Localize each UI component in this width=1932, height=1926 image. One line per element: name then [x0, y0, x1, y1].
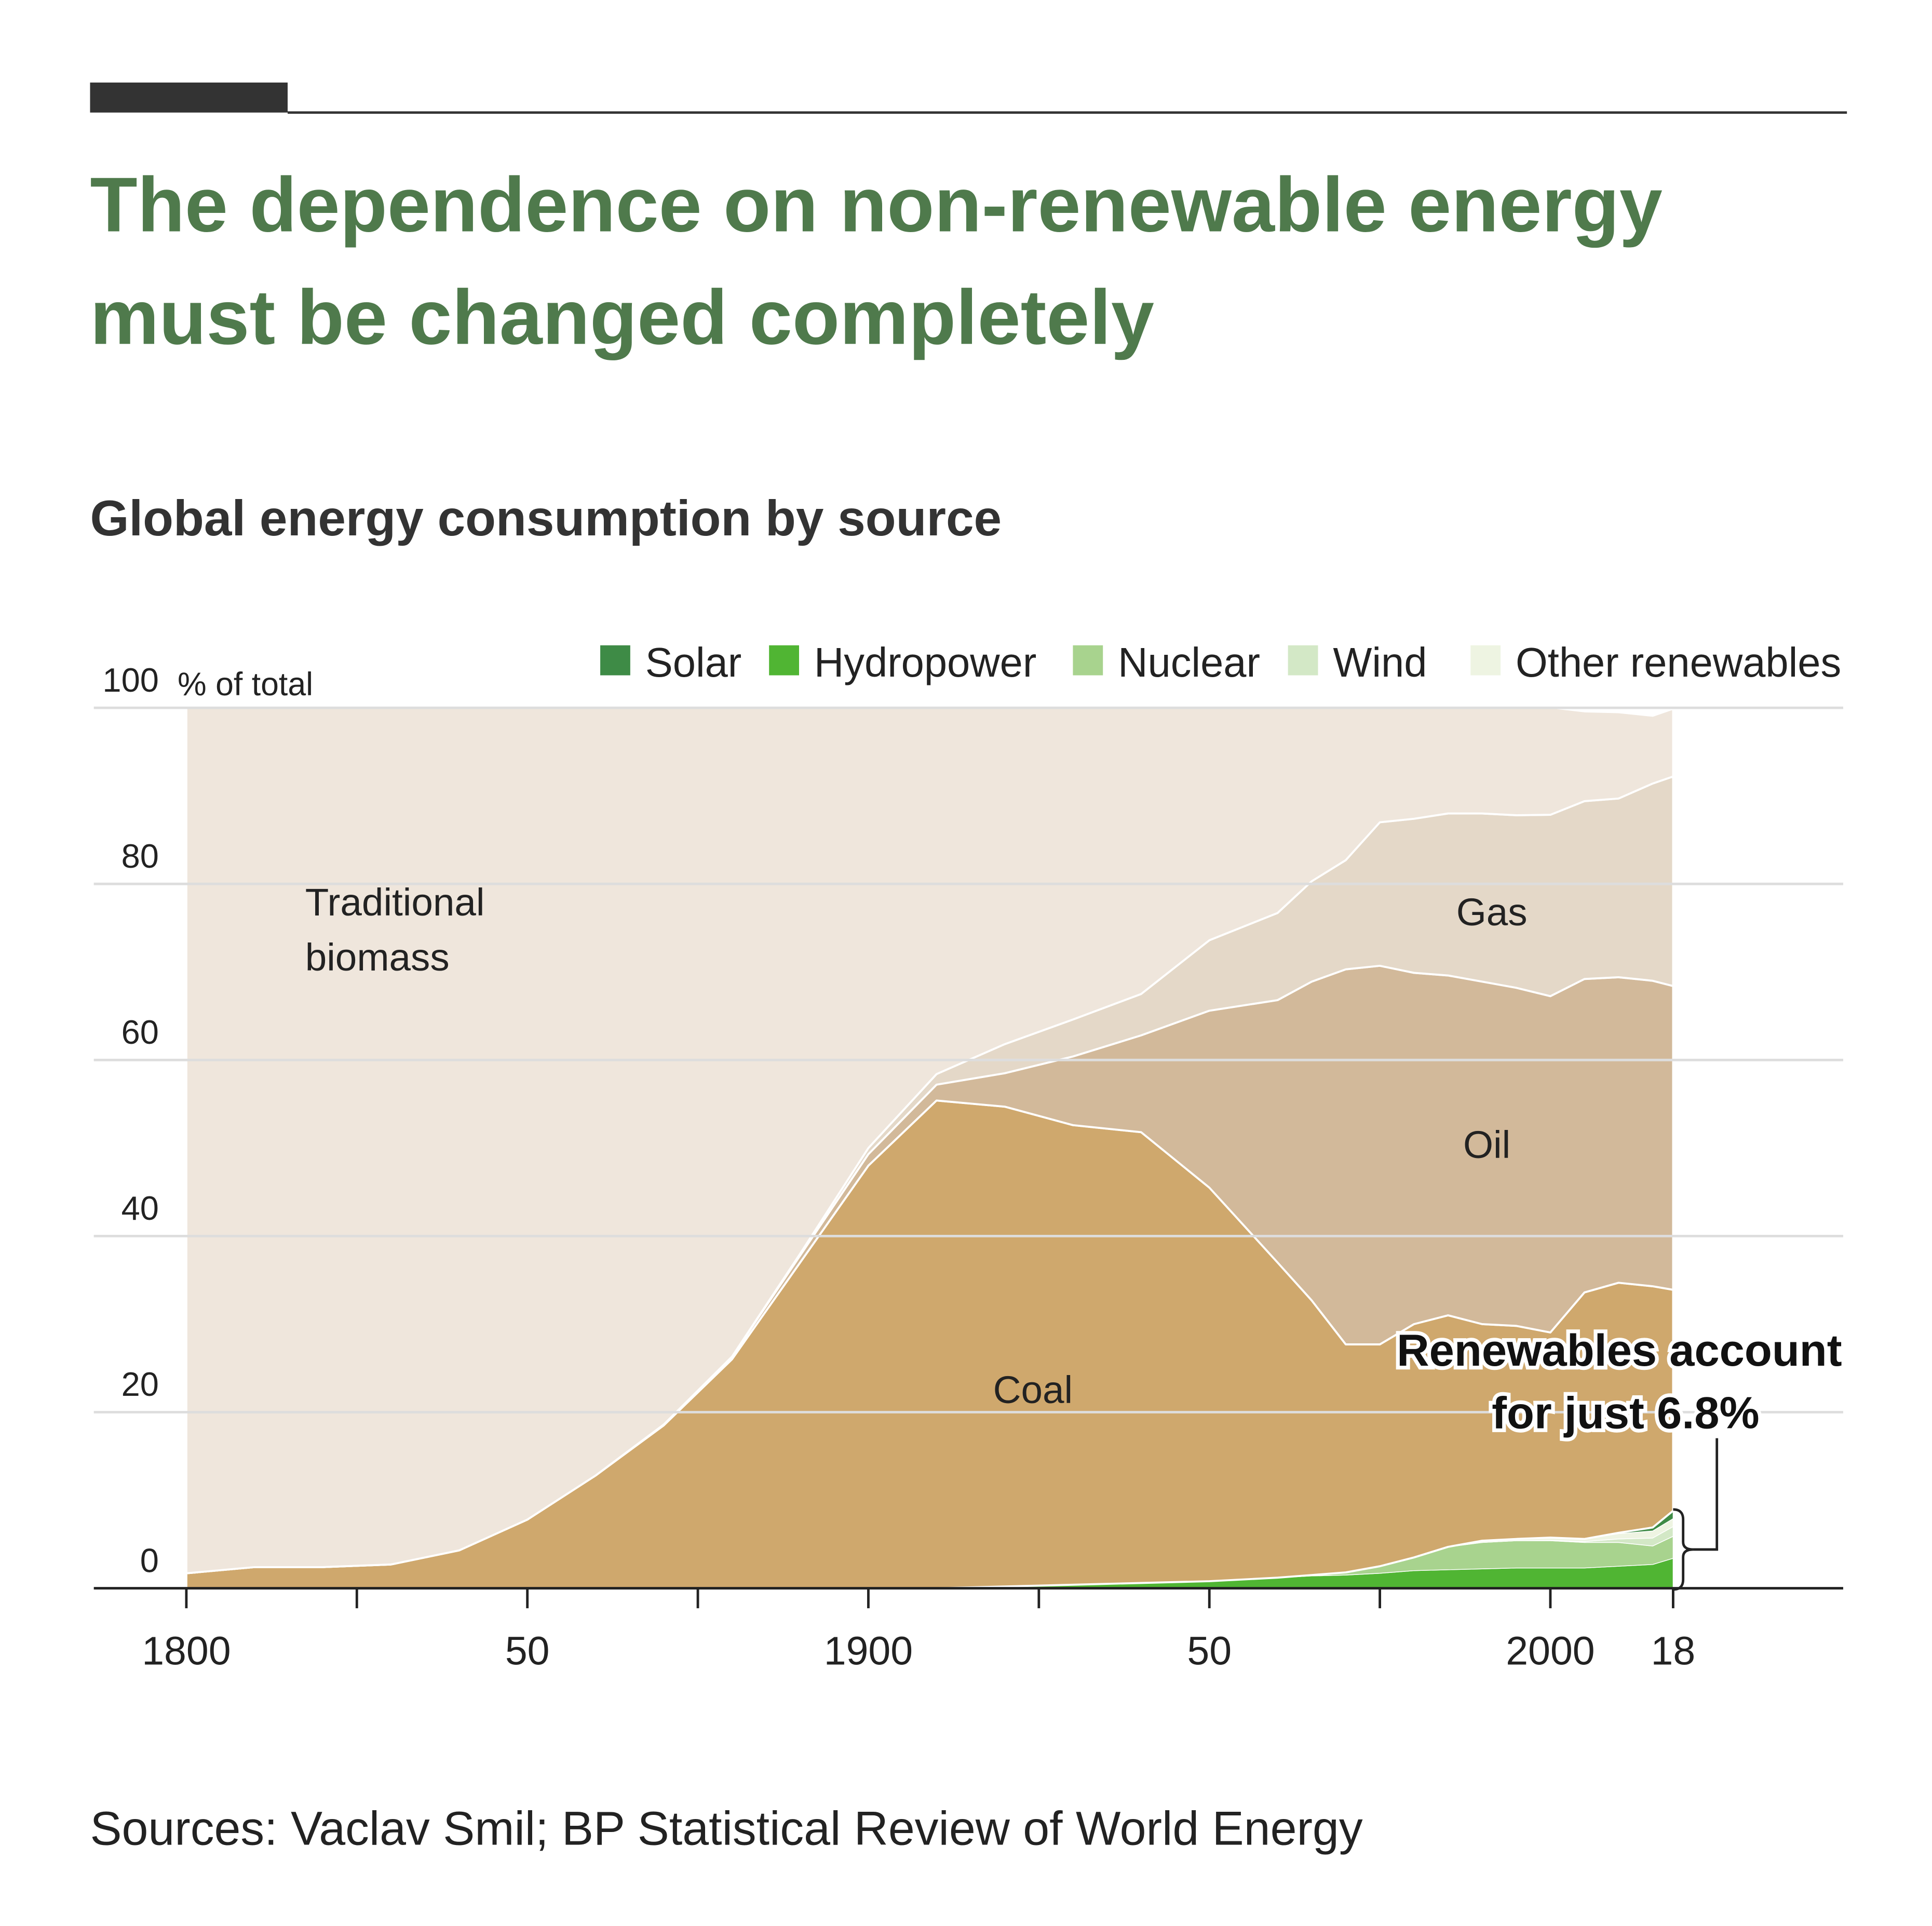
subtitle: Global energy consumption by source	[90, 491, 1002, 546]
area-label-box: Traditional biomass	[305, 880, 485, 979]
x-tick-label: 50	[1187, 1628, 1232, 1673]
legend-label: Other renewables	[1516, 639, 1841, 685]
title-box: The dependence on non-renewable energy m…	[90, 163, 1663, 362]
annotation: Renewables account	[1397, 1326, 1842, 1376]
legend-label: Nuclear	[1118, 639, 1260, 685]
legend-label: Hydropower	[814, 639, 1036, 685]
legend-swatch	[600, 645, 630, 676]
legend-swatch	[769, 645, 799, 676]
x-tick-label: 1800	[142, 1628, 231, 1673]
legend-swatch	[1288, 645, 1318, 676]
plot: 0 20 40 60 80 100 1800 50 1900 50 2000 18 Solar Hydro…	[93, 639, 1843, 1673]
legend-swatch	[1470, 645, 1501, 676]
area-label: Coal	[993, 1368, 1073, 1411]
y-tick-label: 0	[140, 1541, 159, 1579]
chart-title: The dependence on non-renewable energy m…	[90, 163, 1663, 362]
legend-swatch	[1073, 645, 1103, 676]
x-tick-label: 18	[1651, 1628, 1696, 1673]
bracket	[1673, 1508, 1694, 1591]
x-tick-label: 1900	[824, 1628, 913, 1673]
y-tick-label: 60	[121, 1013, 159, 1051]
header-bar	[90, 82, 288, 113]
y-tick-label: 20	[121, 1365, 159, 1403]
x-tick-label: 2000	[1506, 1628, 1595, 1673]
x-tick-label: 50	[505, 1628, 550, 1673]
area-label: Gas	[1456, 890, 1528, 934]
y-tick-label: 100	[102, 661, 158, 699]
y-tick-label: 80	[121, 837, 159, 875]
legend-label: Wind	[1333, 639, 1427, 685]
annotation: for just 6.8%	[1492, 1388, 1759, 1438]
source: Sources: Vaclav Smil; BP Statistical Rev…	[90, 1802, 1362, 1855]
areas	[185, 706, 1674, 1590]
area-label: Oil	[1463, 1123, 1510, 1166]
legend-label: Solar	[645, 639, 742, 685]
y-tick-label: 40	[121, 1189, 159, 1227]
area-label: Traditional biomass	[305, 880, 485, 979]
y-axis-label: % of total	[178, 666, 313, 703]
leader-line	[1693, 1438, 1719, 1551]
